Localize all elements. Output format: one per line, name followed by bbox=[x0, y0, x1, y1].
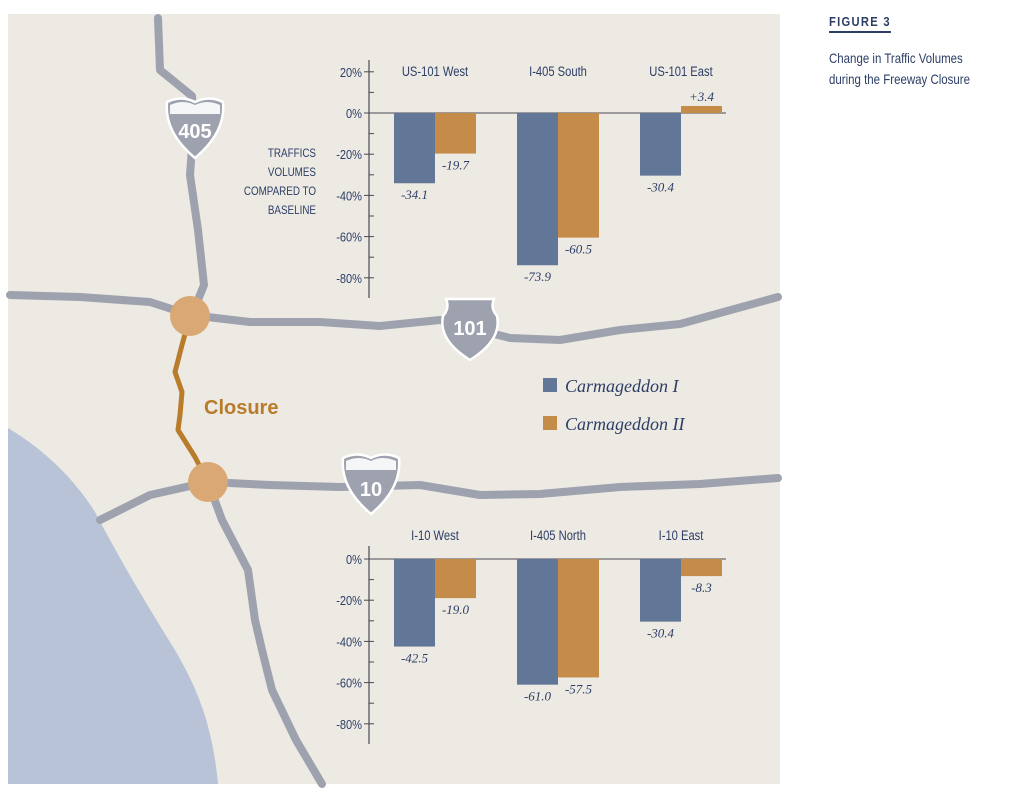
figure-caption: Change in Traffic Volumes during the Fre… bbox=[829, 50, 971, 87]
bar-charts: 20% 0% -20% -40% -60% -80% US-101 West -34.1 -19… bbox=[336, 60, 726, 744]
y-tick-label: -20% bbox=[336, 147, 362, 162]
bar-value-label: -60.5 bbox=[565, 242, 593, 257]
closure-label: Closure bbox=[204, 397, 278, 419]
interstate-shield-icon-10: 10 bbox=[341, 453, 401, 516]
shield-label-101: 101 bbox=[453, 318, 486, 340]
bar-value-label: -19.0 bbox=[442, 602, 470, 617]
closure-segment bbox=[172, 313, 211, 485]
roads bbox=[6, 14, 782, 788]
legend-label: Carmageddon II bbox=[565, 414, 685, 434]
bar-carmageddon-i bbox=[517, 559, 558, 685]
category-label: I-10 West bbox=[411, 528, 459, 543]
bar-carmageddon-i bbox=[517, 113, 558, 266]
bar-value-label: -19.7 bbox=[442, 158, 470, 173]
bar-carmageddon-ii bbox=[681, 559, 722, 577]
road-i10-east bbox=[204, 474, 782, 499]
y-tick-label: -60% bbox=[336, 676, 362, 691]
ocean-area bbox=[8, 428, 218, 784]
bar-value-label: -73.9 bbox=[524, 269, 552, 284]
interstate-shield-icon: 405 bbox=[165, 97, 225, 160]
y-axis-title-line: TRAFFICS bbox=[268, 147, 316, 160]
bar-value-label: -34.1 bbox=[401, 187, 428, 202]
bar-carmageddon-i bbox=[394, 559, 435, 647]
road-i405-south bbox=[204, 478, 326, 788]
bar-carmageddon-ii bbox=[681, 105, 722, 113]
bar-value-label: -30.4 bbox=[647, 180, 675, 195]
category-label: I-10 East bbox=[659, 528, 704, 543]
legend-label: Carmageddon I bbox=[565, 376, 679, 396]
y-axis-title: TRAFFICS VOLUMES COMPARED TO BASELINE bbox=[244, 147, 316, 217]
bar-value-label: -8.3 bbox=[691, 580, 712, 595]
bar-value-label: -57.5 bbox=[565, 681, 593, 696]
y-axis-title-line: VOLUMES bbox=[268, 166, 316, 179]
bar-value-label: -30.4 bbox=[647, 626, 675, 641]
closure-node-north bbox=[170, 296, 210, 336]
road-us101-west bbox=[6, 291, 194, 319]
category-label: I-405 South bbox=[529, 64, 587, 79]
bar-carmageddon-i bbox=[394, 113, 435, 184]
y-axis-title-line: BASELINE bbox=[268, 204, 316, 217]
bar-carmageddon-ii bbox=[435, 559, 476, 599]
bar-value-label: -61.0 bbox=[524, 689, 552, 704]
bar-chart-bottom: 0% -20% -40% -60% -80% I-10 West -42.5 -19.0 I-4… bbox=[336, 528, 726, 744]
shield-label-405: 405 bbox=[178, 121, 211, 143]
bar-value-label: -42.5 bbox=[401, 651, 429, 666]
y-tick-label: 0% bbox=[346, 106, 362, 121]
y-tick-label: -40% bbox=[336, 189, 362, 204]
closure-node-south bbox=[188, 462, 228, 502]
y-tick-label: 0% bbox=[346, 552, 362, 567]
y-tick-label: 20% bbox=[340, 65, 362, 80]
shield-label-10: 10 bbox=[360, 479, 382, 501]
bar-value-label: +3.4 bbox=[689, 89, 715, 104]
bar-carmageddon-i bbox=[640, 113, 681, 176]
category-label: US-101 West bbox=[402, 64, 469, 79]
us-route-shield-icon: 101 bbox=[441, 297, 499, 362]
y-tick-label: -80% bbox=[336, 271, 362, 286]
y-tick-label: -60% bbox=[336, 230, 362, 245]
category-label: US-101 East bbox=[649, 64, 713, 79]
y-tick-label: -80% bbox=[336, 717, 362, 732]
bar-carmageddon-ii bbox=[558, 559, 599, 678]
legend-swatch-carmageddon-ii bbox=[543, 416, 557, 430]
y-tick-label: -20% bbox=[336, 593, 362, 608]
legend: Carmageddon I Carmageddon II bbox=[543, 376, 685, 434]
figure-label: FIGURE 3 bbox=[829, 14, 891, 33]
y-tick-label: -40% bbox=[336, 635, 362, 650]
y-axis-title-line: COMPARED TO bbox=[244, 185, 316, 198]
bar-carmageddon-ii bbox=[435, 113, 476, 154]
bar-chart-top: 20% 0% -20% -40% -60% -80% US-101 West -34.1 -19… bbox=[336, 60, 726, 298]
bar-carmageddon-i bbox=[640, 559, 681, 622]
bar-carmageddon-ii bbox=[558, 113, 599, 238]
legend-swatch-carmageddon-i bbox=[543, 378, 557, 392]
category-label: I-405 North bbox=[530, 528, 586, 543]
